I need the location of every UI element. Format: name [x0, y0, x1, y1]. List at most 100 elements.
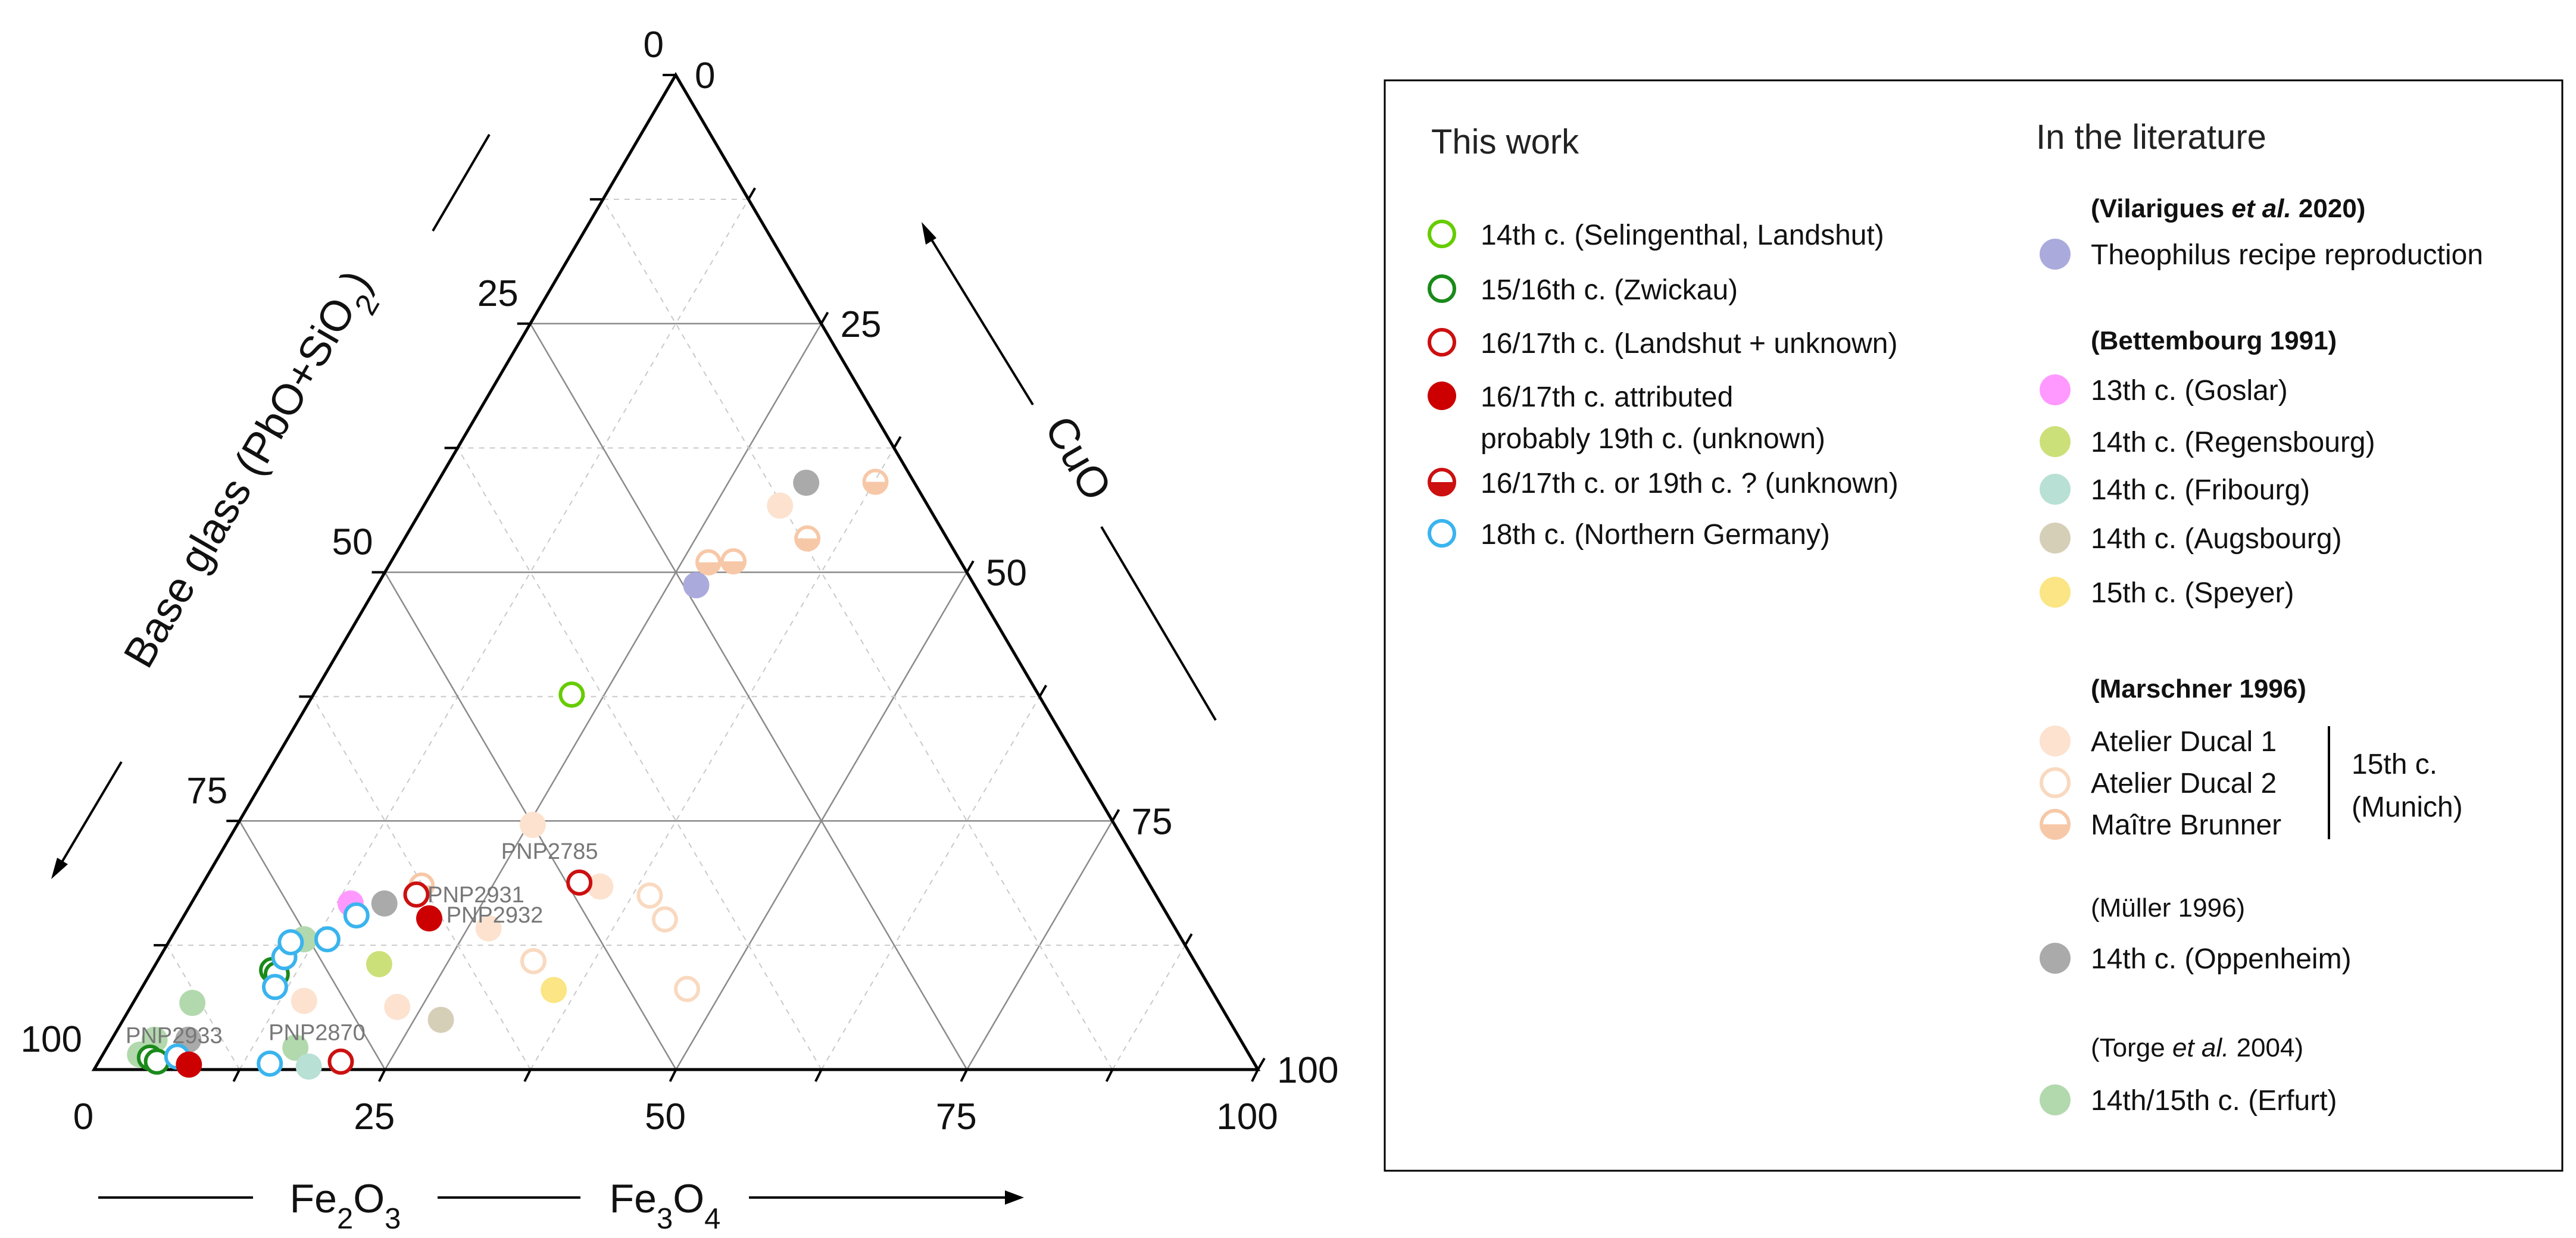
marker-ring	[520, 948, 547, 974]
point-l_regens	[366, 951, 392, 977]
marker-disc	[371, 890, 398, 917]
tick-label-right: 50	[986, 553, 1027, 594]
legend-label-s14_self: 14th c. (Selingenthal, Landshut)	[1481, 220, 1884, 251]
legend-label-s18_ng: 18th c. (Northern Germany)	[1481, 519, 1830, 551]
annotation-label: PNP2933	[126, 1024, 223, 1049]
point-l_ad1	[519, 811, 546, 838]
marker-disc	[416, 905, 442, 932]
point-s1617_open	[403, 881, 430, 908]
tick-label-left: 100	[21, 1019, 82, 1060]
point-l_fribourg	[295, 1053, 322, 1080]
grid-line-minor	[239, 199, 750, 1070]
legend-marker-l_fribourg	[2040, 474, 2071, 505]
legend-marker-l_oppen	[2040, 943, 2071, 974]
tick-bottom	[1105, 1069, 1114, 1082]
point-l_ad1	[475, 915, 502, 942]
point-l_theo	[683, 572, 710, 599]
legend-reference-0: (Vilarigues et al. 2020)	[2091, 194, 2365, 223]
marker-disc	[541, 977, 567, 1003]
tick-labels: 0 25 50 75 100 0 25 50 75 100 100 75 50 25 0	[21, 24, 1339, 1137]
marker-disc	[366, 951, 392, 977]
point-s18_ng	[277, 929, 304, 956]
tick-label-right: 25	[841, 304, 882, 345]
tick-bottom	[1251, 1069, 1259, 1082]
legend-bracket-line2: (Munich)	[2352, 792, 2463, 823]
legend: This work 14th c. (Selingenthal, Landshut…	[1384, 79, 2563, 1172]
marker-disc	[767, 492, 794, 519]
marker-ring	[403, 881, 430, 908]
marker-disc	[683, 572, 710, 599]
tick-right	[1257, 1057, 1266, 1071]
right-axis-label: CuO	[1035, 408, 1120, 508]
legend-marker-l_erfurt	[2040, 1084, 2071, 1115]
tick-right	[1184, 933, 1193, 946]
marker-outline	[720, 548, 747, 575]
tick-bottom	[232, 1069, 241, 1082]
point-s1617_open	[327, 1048, 354, 1075]
point-s1617_solid	[416, 905, 442, 932]
bottom-axis-label-fe3o4: Fe3O4	[610, 1176, 721, 1235]
point-l_ad2	[674, 976, 701, 1002]
left-axis-arrow-line	[60, 761, 123, 864]
grid-line-minor	[602, 199, 1113, 1070]
marker-disc	[291, 987, 317, 1014]
point-l_mb	[720, 548, 747, 575]
tick-label-left: 50	[332, 522, 373, 563]
tick-label-bottom: 25	[354, 1096, 395, 1137]
marker-ring	[558, 681, 585, 708]
legend-label-s1617_solid-line2: probably 19th c. (unknown)	[1481, 423, 1825, 455]
marker-disc	[475, 915, 502, 942]
legend-label-l_augsb: 14th c. (Augsbourg)	[2091, 523, 2342, 555]
left-axis-line-upper	[432, 133, 491, 232]
grid-line-minor	[166, 945, 241, 1070]
grid-line-minor	[530, 448, 895, 1070]
tick-label-left: 0	[644, 24, 664, 65]
legend-label-l_ad2: Atelier Ducal 2	[2091, 768, 2277, 799]
marker-disc	[2040, 374, 2071, 405]
legend-label-l_ad1: Atelier Ducal 1	[2091, 726, 2277, 758]
grid-line-minor	[821, 696, 1041, 1070]
marker-ring	[1428, 328, 1456, 357]
marker-ring	[636, 882, 663, 909]
legend-label-l_theo: Theophilus recipe reproduction	[2091, 239, 2483, 271]
marker-ring	[277, 929, 304, 956]
tick-right	[893, 436, 902, 449]
point-s1617_solid	[176, 1051, 202, 1078]
marker-disc	[2040, 523, 2071, 554]
right-axis-arrow-line	[926, 231, 1034, 406]
marker-ring	[674, 976, 701, 1002]
marker-ring	[566, 869, 593, 896]
legend-label-l_mb: Maître Brunner	[2091, 809, 2281, 841]
legend-marker-l_ad2	[2040, 767, 2071, 798]
legend-label-l_goslar: 13th c. (Goslar)	[2091, 375, 2288, 407]
tick-bottom	[960, 1069, 969, 1082]
point-s1617_open	[566, 869, 593, 896]
legend-reference-2: (Marschner 1996)	[2091, 674, 2306, 704]
marker-disc	[2040, 1084, 2071, 1115]
legend-reference-3: (Müller 1996)	[2091, 893, 2245, 923]
grid-line-minor	[1111, 945, 1186, 1070]
marker-disc	[384, 993, 411, 1020]
tick-label-left: 75	[186, 770, 227, 811]
marker-ring	[261, 974, 288, 1001]
marker-disc	[295, 1053, 322, 1080]
marker-outline	[2040, 809, 2071, 840]
legend-label-s1617_half: 16/17th c. or 19th c. ? (unknown)	[1481, 468, 1899, 499]
legend-label-l_fribourg: 14th c. (Fribourg)	[2091, 474, 2310, 506]
annotation-label: PNP2932	[446, 903, 544, 928]
marker-disc	[282, 1034, 309, 1061]
marker-disc	[519, 811, 546, 838]
annotation-label: PNP2870	[268, 1021, 366, 1046]
legend-marker-s1617_open	[1428, 328, 1456, 357]
marker-disc	[2040, 474, 2071, 505]
marker-disc	[2040, 239, 2071, 270]
tick-bottom	[523, 1069, 532, 1082]
legend-marker-s1617_half	[1428, 468, 1456, 496]
grid-line-major	[529, 323, 968, 1070]
tick-right	[820, 311, 829, 324]
tick-bottom	[814, 1069, 823, 1082]
marker-ring	[327, 1048, 354, 1075]
point-s18_ng	[314, 926, 341, 953]
right-axis-line-lower	[1100, 526, 1217, 721]
